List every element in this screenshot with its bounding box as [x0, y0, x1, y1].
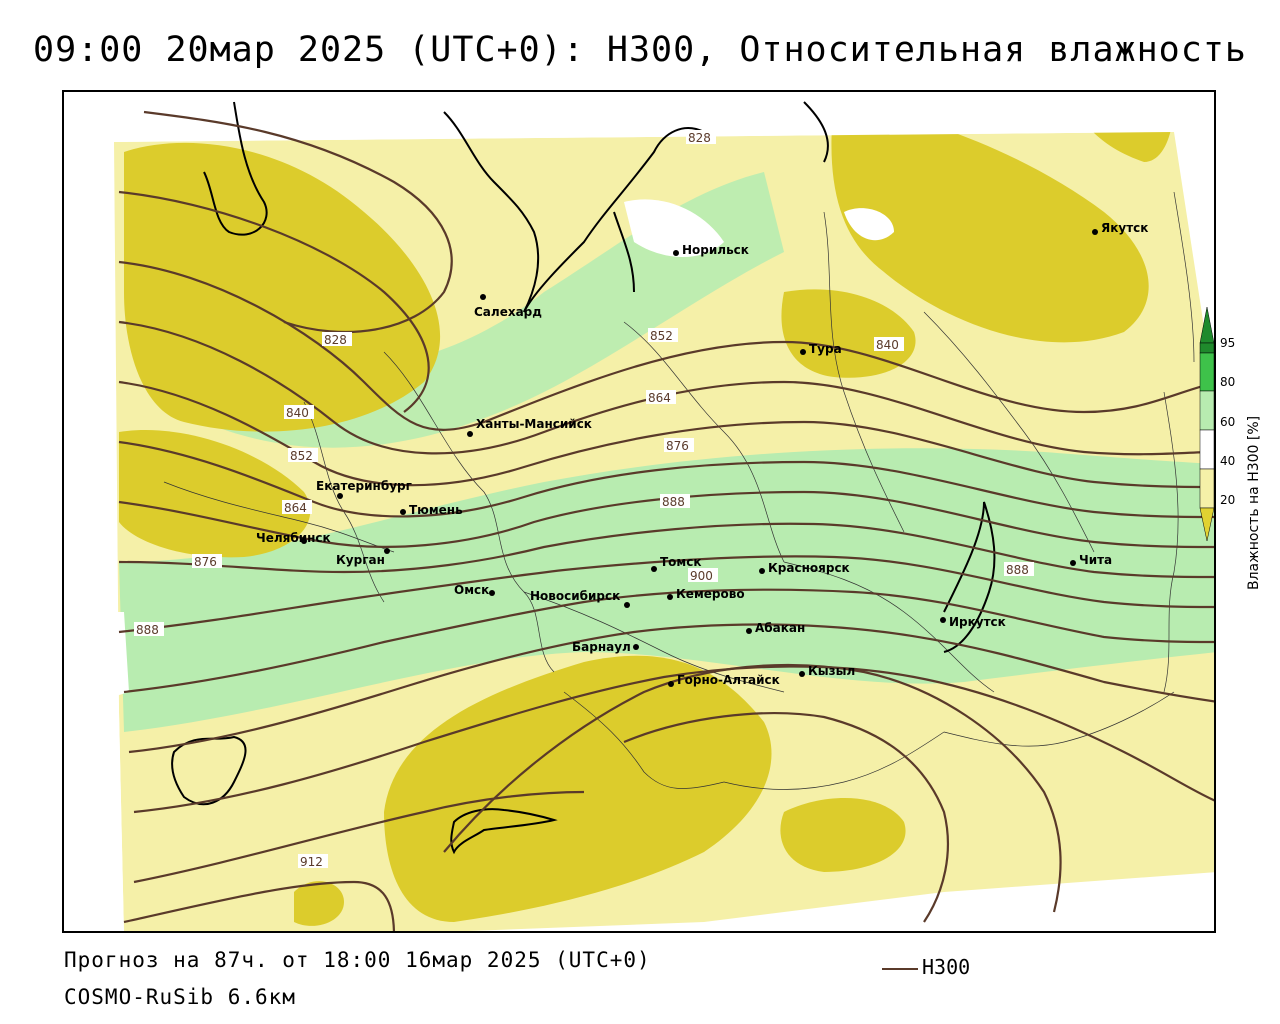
city-marker: [746, 628, 752, 634]
contour-label: 888: [1006, 563, 1029, 577]
contour-label: 888: [136, 623, 159, 637]
city-label: Барнаул: [572, 640, 631, 654]
coastlines: [171, 101, 996, 855]
contour-label: 840: [286, 406, 309, 420]
colorbar-tick: 20: [1220, 493, 1235, 507]
city-label: Кемерово: [676, 587, 745, 601]
colorbar-band-60: [1199, 390, 1215, 431]
colorbar-band-40: [1199, 429, 1215, 470]
contour-swatch: [882, 967, 918, 970]
contour-label: 888: [662, 495, 685, 509]
city-marker: [799, 671, 805, 677]
region-borders: [163, 191, 1195, 790]
contour-labels: 828 828 840 840 852 852 864 864 876 876 …: [134, 130, 1034, 869]
humidity-fields: [64, 92, 1214, 931]
colorbar-tick: 80: [1220, 375, 1235, 389]
colorbar-tick: 95: [1220, 336, 1235, 350]
city-label: Екатеринбург: [316, 479, 412, 493]
forecast-info: Прогноз на 87ч. от 18:00 16мар 2025 (UTC…: [64, 948, 651, 972]
contour-label: 840: [876, 338, 899, 352]
city-label: Тюмень: [409, 503, 463, 517]
city-label: Красноярск: [768, 561, 850, 575]
city-label: Салехард: [474, 305, 542, 319]
city-marker: [337, 493, 343, 499]
city-label: Горно-Алтайск: [677, 673, 780, 687]
colorbar-band-20: [1199, 468, 1215, 509]
city-marker: [400, 509, 406, 515]
contour-label: 828: [324, 333, 347, 347]
humidity-colorbar: 95 80 60 40 20: [1198, 305, 1268, 595]
city-marker: [1070, 560, 1076, 566]
city-label: Якутск: [1101, 221, 1148, 235]
colorbar-title: Влажность на H300 [%]: [1246, 350, 1270, 590]
map-canvas: 828 828 840 840 852 852 864 864 876 876 …: [64, 92, 1214, 931]
colorbar-arrow-top: [1199, 306, 1215, 344]
city-label: Омск: [454, 583, 489, 597]
colorbar-arrow-bottom: [1199, 507, 1215, 542]
contour-label: 876: [666, 439, 689, 453]
colorbar-title-text: Влажность на H300 [%]: [1246, 415, 1262, 590]
city-label: Тура: [809, 342, 842, 356]
colorbar-band-80: [1199, 352, 1215, 392]
city-label: Чита: [1079, 553, 1112, 567]
map-title: 09:00 20мар 2025 (UTC+0): H300, Относите…: [33, 30, 1247, 70]
contour-label: 900: [690, 569, 713, 583]
city-label: Абакан: [755, 621, 805, 635]
cities: Якутск Норильск Салехард Тура Ханты-Манс…: [256, 221, 1148, 687]
city-marker: [480, 294, 486, 300]
city-label: Норильск: [682, 243, 749, 257]
city-marker: [940, 617, 946, 623]
city-label: Иркутск: [949, 615, 1006, 629]
model-name: COSMO-RuSib 6.6км: [64, 985, 296, 1009]
city-label: Новосибирск: [530, 589, 620, 603]
contour-label: 852: [650, 329, 673, 343]
city-marker: [467, 431, 473, 437]
city-marker: [759, 568, 765, 574]
city-marker: [667, 594, 673, 600]
city-marker: [800, 349, 806, 355]
city-marker: [624, 602, 630, 608]
city-label: Челябинск: [256, 531, 331, 545]
line-legend-label: H300: [922, 955, 971, 979]
city-label: Томск: [660, 555, 702, 569]
contour-label: 912: [300, 855, 323, 869]
city-marker: [673, 250, 679, 256]
contour-label: 864: [284, 501, 307, 515]
city-label: Кызыл: [808, 664, 855, 678]
colorbar-tick: 60: [1220, 415, 1235, 429]
city-marker: [1092, 229, 1098, 235]
city-marker: [668, 681, 674, 687]
city-marker: [384, 548, 390, 554]
forecast-map[interactable]: 828 828 840 840 852 852 864 864 876 876 …: [62, 90, 1216, 933]
colorbar-tick: 40: [1220, 454, 1235, 468]
city-marker: [301, 538, 307, 544]
contour-label: 852: [290, 449, 313, 463]
city-marker: [489, 590, 495, 596]
colorbar-band-95: [1199, 342, 1215, 354]
contour-label: 828: [688, 131, 711, 145]
contour-label: 864: [648, 391, 671, 405]
contour-label: 876: [194, 555, 217, 569]
city-marker: [651, 566, 657, 572]
city-label: Ханты-Мансийск: [476, 417, 592, 431]
city-label: Курган: [336, 553, 385, 567]
line-legend: H300: [882, 955, 970, 979]
city-marker: [633, 644, 639, 650]
